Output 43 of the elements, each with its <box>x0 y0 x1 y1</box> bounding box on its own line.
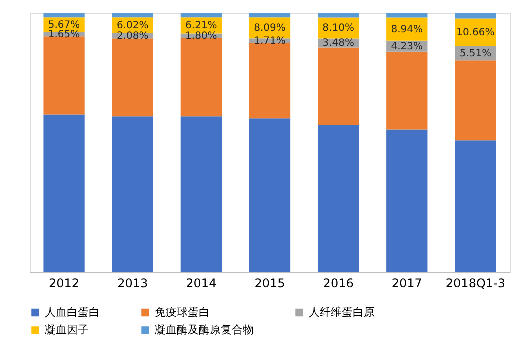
bar <box>249 13 291 18</box>
bar <box>318 48 360 126</box>
bar <box>455 60 496 141</box>
bar <box>44 36 85 115</box>
legend-label: 人血白蛋白 <box>45 306 100 319</box>
data-label: 3.48% <box>322 38 354 50</box>
bar <box>318 125 360 272</box>
legend-label: 人纤维蛋白原 <box>309 306 375 319</box>
data-label: 5.67% <box>48 20 80 31</box>
bar <box>180 12 222 18</box>
data-label: 5.51% <box>460 48 492 60</box>
data-label: 4.23% <box>391 41 424 52</box>
data-label: 8.10% <box>322 23 354 34</box>
x-tick-label: 2012 <box>49 276 80 290</box>
x-tick-label: 2013 <box>118 276 148 290</box>
bar <box>112 38 154 117</box>
bar <box>112 13 154 18</box>
legend-label: 凝血因子 <box>45 324 89 336</box>
bar <box>249 118 291 272</box>
data-label: 10.66% <box>456 28 495 39</box>
legend-label: 凝血酶及酶原复合物 <box>155 324 254 336</box>
bar <box>249 43 291 119</box>
bar <box>386 130 428 272</box>
x-tick-label: 2016 <box>323 276 354 290</box>
x-tick-label: 2015 <box>254 276 286 290</box>
bar <box>180 116 222 272</box>
x-tick-label: 2014 <box>186 276 217 290</box>
data-label: 6.21% <box>186 20 218 32</box>
bar <box>112 116 154 272</box>
bar <box>44 12 85 18</box>
bar <box>386 52 428 130</box>
bar <box>386 13 428 18</box>
x-tick-label: 2018Q1-3 <box>446 276 506 290</box>
legend-label: 免疫球蛋白 <box>155 306 210 319</box>
data-label: 8.94% <box>391 24 424 36</box>
data-label: 8.09% <box>254 23 286 34</box>
bar <box>44 114 85 272</box>
data-label: 6.02% <box>116 20 149 32</box>
bar <box>318 13 360 18</box>
x-tick-label: 2017 <box>392 276 422 290</box>
bar <box>455 140 496 272</box>
bar <box>180 38 222 117</box>
bar <box>455 13 496 19</box>
